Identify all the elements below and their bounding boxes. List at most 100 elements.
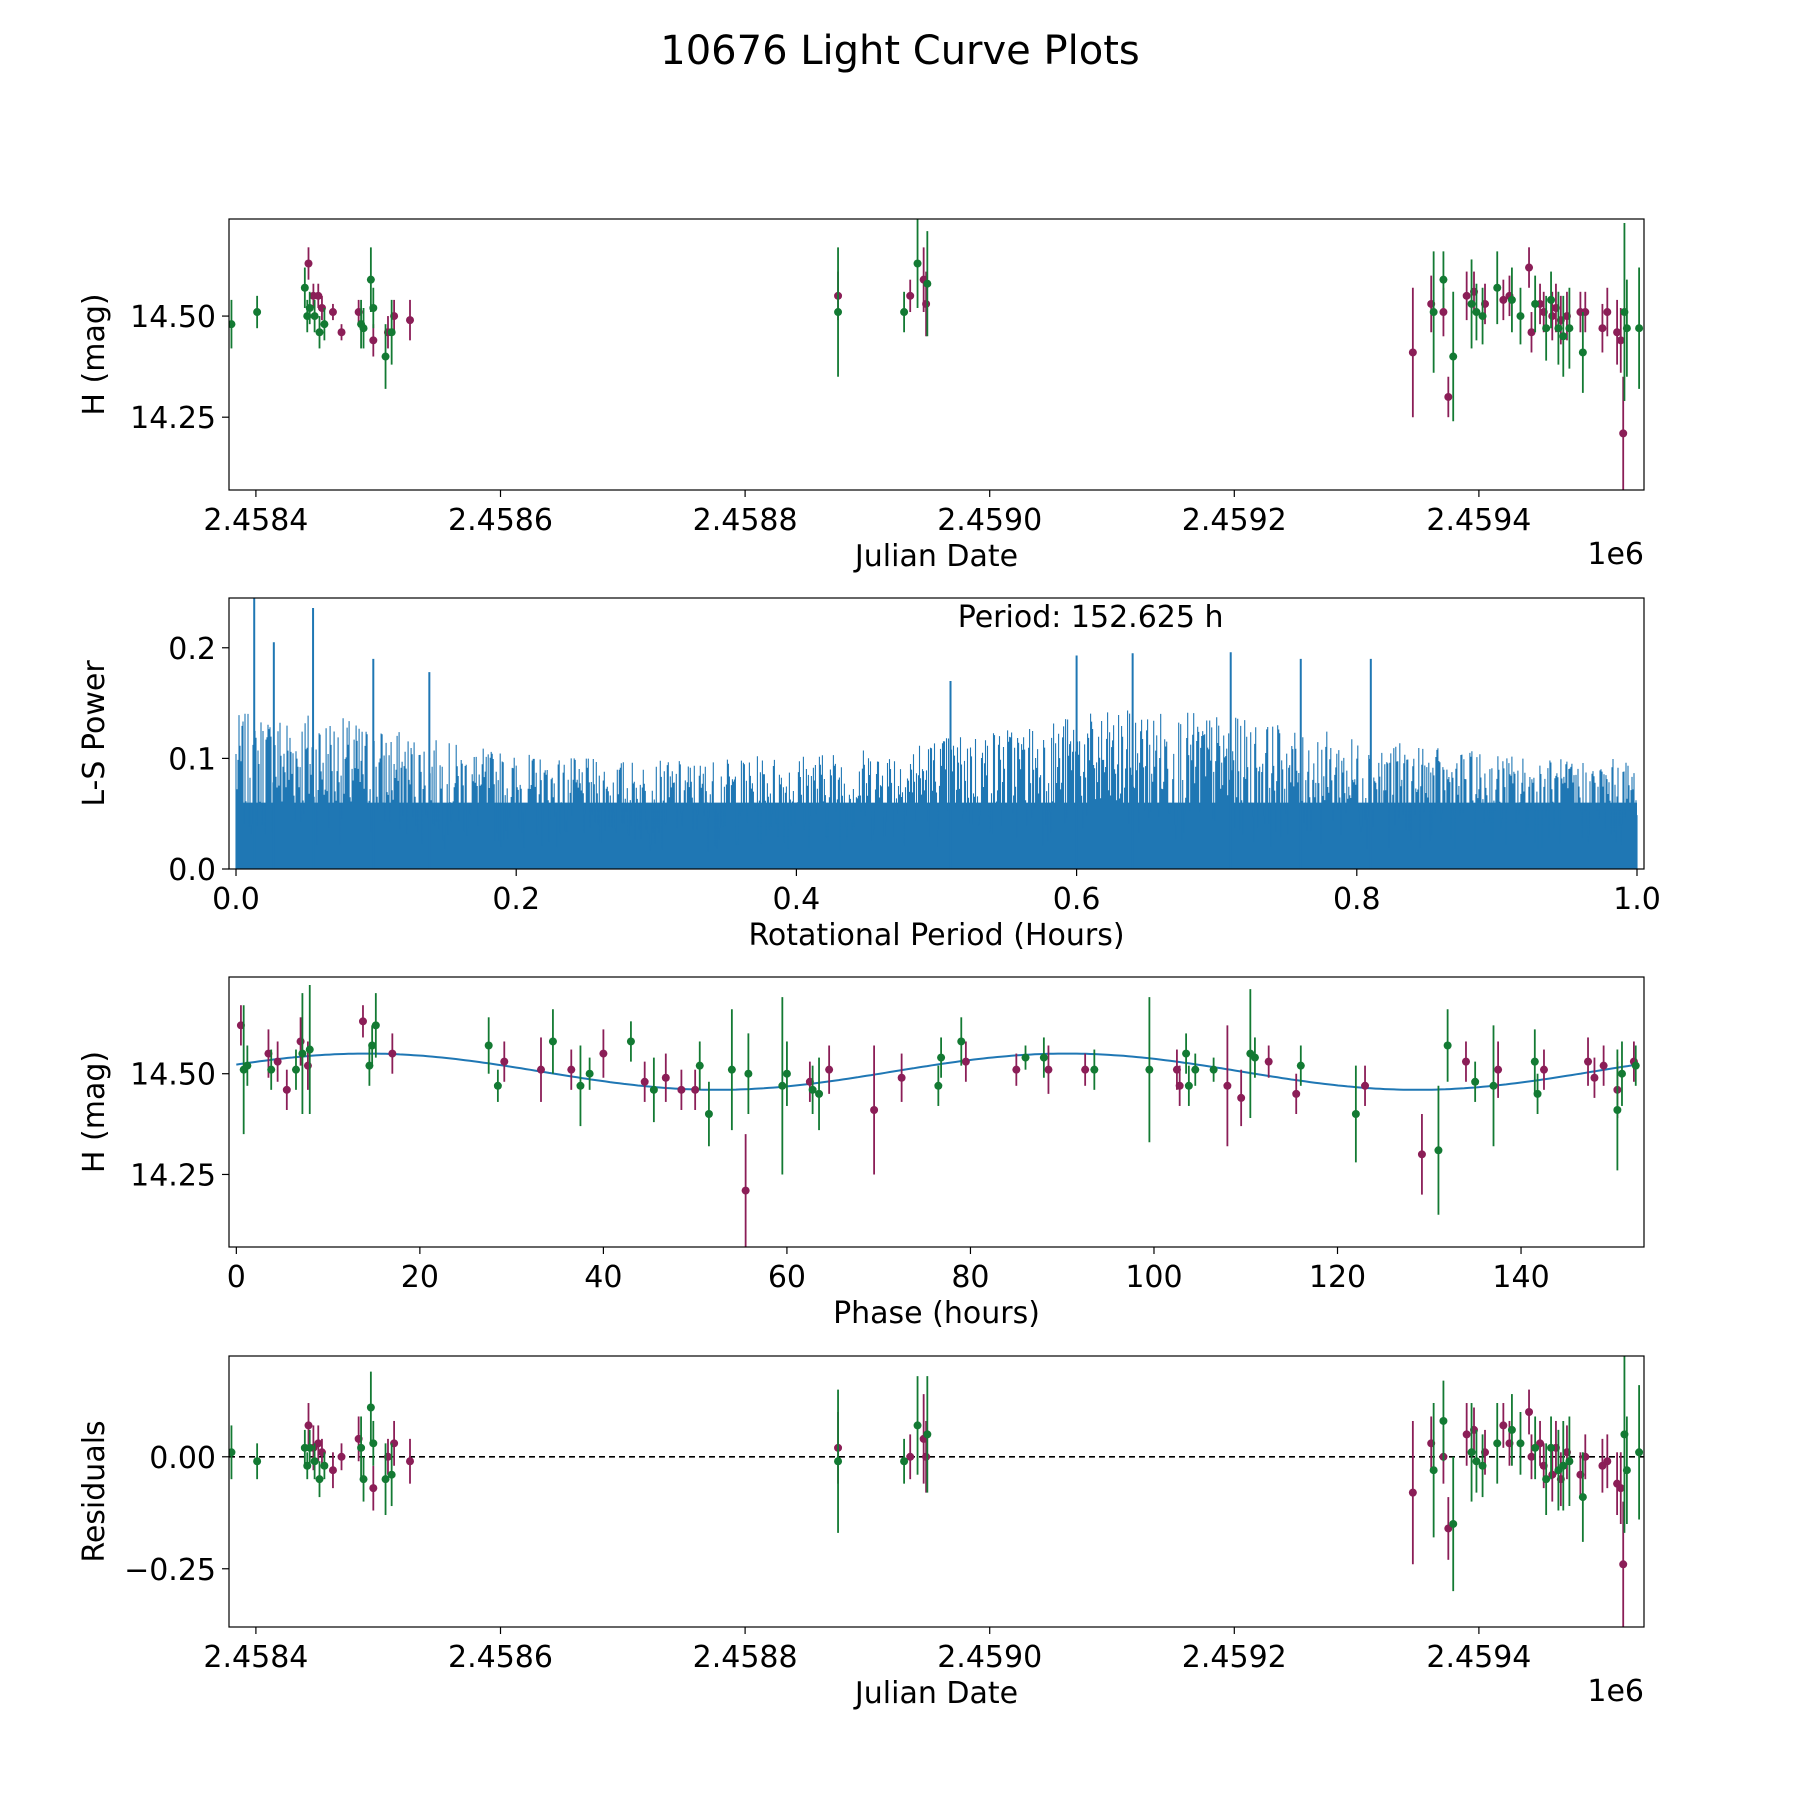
x-tick-label: 1.0 bbox=[1613, 882, 1661, 917]
data-point bbox=[314, 1439, 323, 1448]
data-point bbox=[1525, 263, 1534, 272]
data-point bbox=[369, 1439, 378, 1448]
x-tick-label: 20 bbox=[401, 1260, 439, 1295]
data-point bbox=[923, 279, 932, 288]
x-tick-label: 2.4584 bbox=[203, 503, 308, 538]
data-point bbox=[320, 1461, 329, 1470]
data-point bbox=[695, 1061, 704, 1070]
data-point bbox=[267, 1065, 276, 1074]
data-point bbox=[1507, 1425, 1516, 1434]
data-point bbox=[243, 1061, 252, 1070]
data-point bbox=[1616, 336, 1625, 345]
data-point bbox=[1449, 352, 1458, 361]
data-point bbox=[303, 1061, 312, 1070]
data-point bbox=[1531, 1443, 1540, 1452]
data-point bbox=[1590, 1073, 1599, 1082]
data-point bbox=[1499, 1421, 1508, 1430]
data-point bbox=[1531, 299, 1540, 308]
x-tick-label: 2.4584 bbox=[203, 1640, 308, 1675]
data-point bbox=[834, 308, 843, 317]
data-point bbox=[897, 1073, 906, 1082]
plot-area bbox=[235, 598, 1638, 869]
data-point bbox=[1090, 1065, 1099, 1074]
data-point bbox=[1472, 308, 1481, 317]
data-point bbox=[1533, 1089, 1542, 1098]
data-point bbox=[1182, 1049, 1191, 1058]
period-annotation: Period: 152.625 h bbox=[958, 600, 1224, 635]
data-point bbox=[1527, 1452, 1536, 1461]
power-spectrum-line bbox=[235, 710, 1638, 869]
data-point bbox=[1351, 1110, 1360, 1119]
data-point bbox=[305, 1443, 314, 1452]
y-axis-label: H (mag) bbox=[77, 293, 112, 415]
x-tick-label: 120 bbox=[1309, 1260, 1366, 1295]
data-point bbox=[366, 275, 375, 284]
data-point bbox=[1175, 1081, 1184, 1090]
data-point bbox=[661, 1073, 670, 1082]
plot-area bbox=[229, 1356, 1644, 1627]
x-tick-label: 2.4588 bbox=[693, 1640, 798, 1675]
data-point bbox=[640, 1077, 649, 1086]
data-point bbox=[1408, 1488, 1417, 1497]
data-point bbox=[961, 1057, 970, 1066]
data-point bbox=[388, 1049, 397, 1058]
data-point bbox=[1478, 312, 1487, 321]
data-point bbox=[1499, 295, 1508, 304]
data-point bbox=[1565, 1457, 1574, 1466]
data-point bbox=[1619, 1560, 1628, 1569]
data-point bbox=[1578, 1493, 1587, 1502]
data-point bbox=[744, 1069, 753, 1078]
data-point bbox=[1439, 1416, 1448, 1425]
data-point bbox=[1530, 1057, 1539, 1066]
x-axis-label: Phase (hours) bbox=[833, 1296, 1040, 1331]
data-point bbox=[808, 1085, 817, 1094]
y-tick-label: −0.25 bbox=[124, 1553, 216, 1588]
y-tick-label: 14.25 bbox=[130, 1158, 216, 1193]
data-point bbox=[1578, 348, 1587, 357]
data-point bbox=[1622, 324, 1631, 333]
data-point bbox=[1039, 1053, 1048, 1062]
x-tick-label: 2.4590 bbox=[937, 503, 1042, 538]
plot-area bbox=[236, 985, 1640, 1247]
x-tick-label: 140 bbox=[1492, 1260, 1549, 1295]
data-point bbox=[727, 1065, 736, 1074]
data-point bbox=[282, 1085, 291, 1094]
data-point bbox=[1542, 324, 1551, 333]
data-point bbox=[296, 1037, 305, 1046]
data-point bbox=[1462, 291, 1471, 300]
data-point bbox=[381, 1475, 390, 1484]
data-point bbox=[387, 1470, 396, 1479]
data-point bbox=[923, 1430, 932, 1439]
x-tick-label: 2.4594 bbox=[1426, 1640, 1531, 1675]
data-point bbox=[704, 1110, 713, 1119]
x-axis-label: Julian Date bbox=[853, 539, 1018, 574]
data-point bbox=[1565, 324, 1574, 333]
data-point bbox=[1584, 1057, 1593, 1066]
data-point bbox=[1516, 1439, 1525, 1448]
data-point bbox=[1408, 348, 1417, 357]
data-point bbox=[778, 1081, 787, 1090]
data-point bbox=[934, 1081, 943, 1090]
data-point bbox=[1449, 1519, 1458, 1528]
data-point bbox=[599, 1049, 608, 1058]
data-point bbox=[229, 320, 236, 329]
data-point bbox=[1613, 328, 1622, 337]
data-point bbox=[1539, 1065, 1548, 1074]
data-point bbox=[1434, 1146, 1443, 1155]
data-point bbox=[900, 1457, 909, 1466]
data-point bbox=[1417, 1150, 1426, 1159]
y-tick-label: 0.1 bbox=[168, 742, 216, 777]
data-point bbox=[825, 1065, 834, 1074]
data-point bbox=[536, 1065, 545, 1074]
data-point bbox=[906, 1452, 915, 1461]
data-point bbox=[359, 1475, 368, 1484]
data-point bbox=[1462, 1430, 1471, 1439]
data-point bbox=[304, 1421, 313, 1430]
data-point bbox=[1547, 1443, 1556, 1452]
data-point bbox=[305, 1045, 314, 1054]
y-axis-label: H (mag) bbox=[77, 1051, 112, 1173]
data-point bbox=[298, 1049, 307, 1058]
y-tick-label: 14.50 bbox=[130, 1058, 216, 1093]
x-tick-label: 2.4586 bbox=[448, 1640, 553, 1675]
data-point bbox=[649, 1085, 658, 1094]
